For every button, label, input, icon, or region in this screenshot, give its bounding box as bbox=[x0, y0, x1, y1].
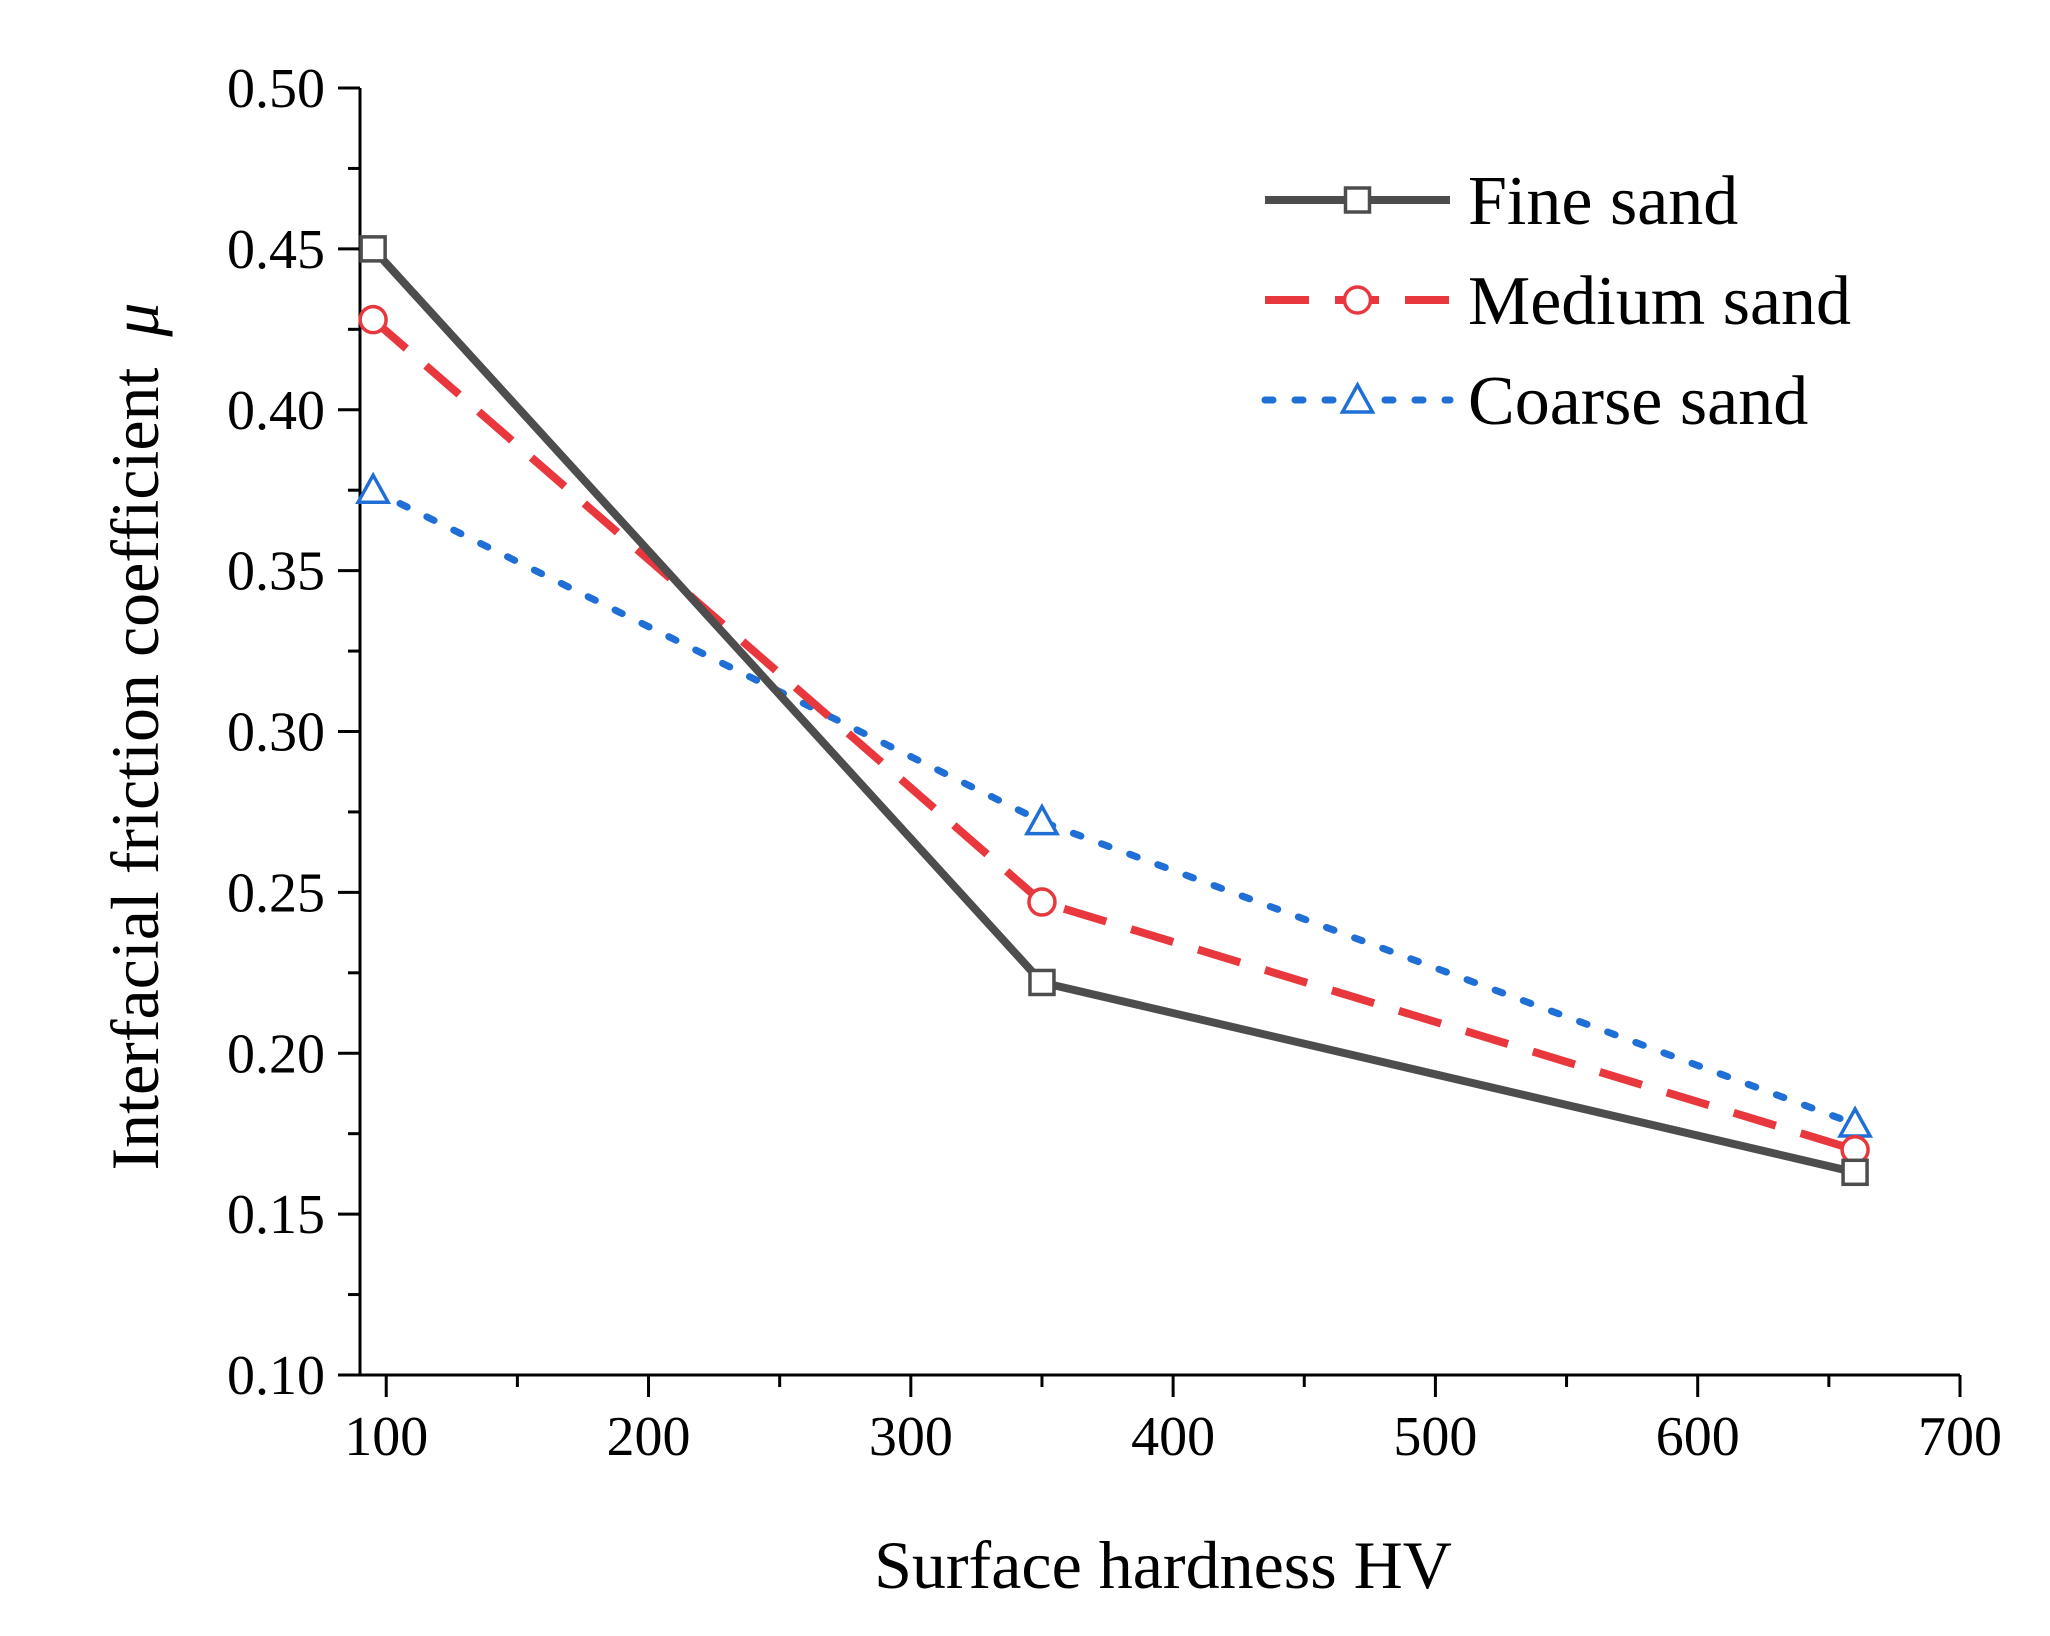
x-axis-title: Surface hardness HV bbox=[874, 1527, 1452, 1603]
series-line-medium-sand bbox=[370, 316, 1857, 1154]
legend-marker-coarse-sand bbox=[1339, 381, 1376, 414]
y-tick-label: 0.45 bbox=[227, 219, 325, 281]
x-tick-label: 700 bbox=[1918, 1406, 2002, 1468]
y-tick-label: 0.35 bbox=[227, 541, 325, 603]
legend-item-medium-sand: Medium sand bbox=[1265, 263, 1851, 340]
x-tick-label: 100 bbox=[344, 1406, 428, 1468]
y-tick-label: 0.40 bbox=[227, 380, 325, 442]
y-tick-label: 0.15 bbox=[227, 1184, 325, 1246]
y-tick-label: 0.30 bbox=[227, 702, 325, 764]
legend-label-coarse-sand: Coarse sand bbox=[1468, 363, 1808, 440]
y-tick-label: 0.25 bbox=[227, 862, 325, 924]
series-coarse-sand bbox=[355, 471, 1874, 1138]
legend-label-fine-sand: Fine sand bbox=[1468, 163, 1738, 240]
y-axis-title: Interfacial friction coefficient μ bbox=[97, 302, 173, 1170]
x-tick-label: 500 bbox=[1393, 1406, 1477, 1468]
data-point-medium-sand bbox=[1027, 887, 1057, 917]
data-point-coarse-sand bbox=[1837, 1105, 1874, 1138]
y-tick-label: 0.20 bbox=[227, 1023, 325, 1085]
y-tick-label: 0.10 bbox=[227, 1345, 325, 1407]
data-point-fine-sand bbox=[1028, 968, 1056, 997]
x-tick-label: 400 bbox=[1131, 1406, 1215, 1468]
series-line-coarse-sand bbox=[369, 486, 1859, 1128]
legend: Fine sand Medium sand Coarse sand bbox=[1261, 163, 1851, 440]
x-tick-label: 300 bbox=[869, 1406, 953, 1468]
x-tick-label: 600 bbox=[1656, 1406, 1740, 1468]
legend-marker-medium-sand bbox=[1342, 285, 1373, 315]
axes: 0.10 0.15 0.20 0.25 0.30 0.35 0.40 0.45 0.50 100 2… bbox=[227, 58, 2002, 1468]
legend-item-coarse-sand: Coarse sand bbox=[1261, 363, 1808, 440]
data-point-coarse-sand bbox=[1023, 802, 1060, 836]
data-point-fine-sand bbox=[359, 235, 387, 263]
x-tick-label: 200 bbox=[607, 1406, 691, 1468]
series-fine-sand bbox=[359, 235, 1869, 1187]
y-tick-label: 0.50 bbox=[227, 58, 325, 120]
legend-label-medium-sand: Medium sand bbox=[1468, 263, 1851, 340]
data-point-fine-sand bbox=[1841, 1158, 1869, 1187]
legend-item-fine-sand: Fine sand bbox=[1265, 163, 1738, 240]
data-point-coarse-sand bbox=[355, 471, 392, 504]
series-layer bbox=[355, 235, 1874, 1187]
y-axis-title-symbol: μ bbox=[97, 302, 173, 337]
legend-marker-fine-sand bbox=[1343, 186, 1372, 214]
y-axis-title-text: Interfacial friction coefficient bbox=[97, 367, 173, 1170]
series-medium-sand bbox=[358, 304, 1870, 1165]
data-point-medium-sand bbox=[358, 304, 388, 335]
